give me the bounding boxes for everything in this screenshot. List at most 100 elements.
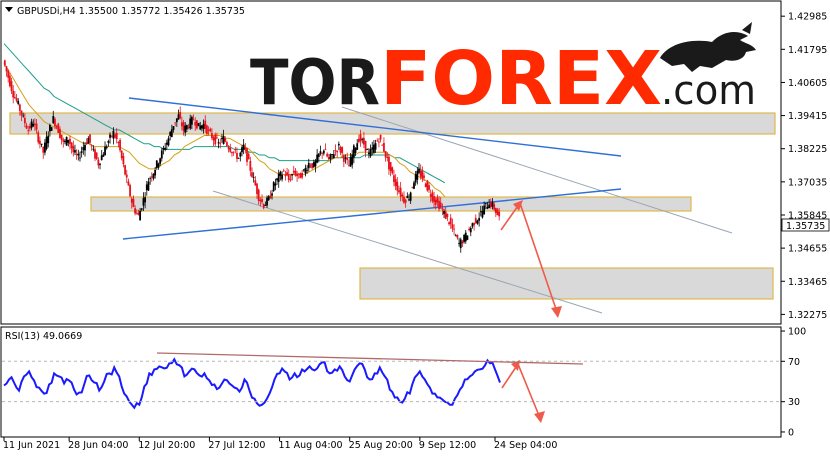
- candle: [94, 147, 96, 162]
- candle: [155, 160, 158, 170]
- candle: [195, 120, 198, 130]
- candle: [110, 135, 113, 138]
- candle: [322, 149, 325, 156]
- candle: [217, 138, 220, 149]
- candle: [33, 118, 36, 131]
- candle: [269, 190, 272, 199]
- pivot-zone: [90, 196, 692, 212]
- candle: [184, 122, 187, 137]
- candle: [314, 158, 317, 173]
- candle: [386, 151, 389, 162]
- candle: [479, 205, 482, 217]
- candle: [170, 124, 173, 138]
- candle: [436, 194, 439, 207]
- candle: [291, 173, 293, 181]
- candle: [262, 203, 265, 210]
- time-tick-label: 12 Jul 20:00: [138, 440, 195, 451]
- candle: [418, 163, 420, 175]
- candle: [69, 135, 71, 150]
- candle: [431, 189, 434, 204]
- candle: [399, 182, 402, 202]
- candle: [456, 234, 459, 240]
- candle: [274, 178, 277, 191]
- candle: [40, 143, 43, 148]
- candle: [159, 157, 162, 167]
- candle: [319, 145, 322, 156]
- candle: [383, 137, 385, 153]
- candle: [32, 119, 35, 128]
- current-price-label: 1.35735: [786, 221, 825, 232]
- candle: [468, 226, 471, 232]
- candle: [414, 171, 417, 186]
- candle: [404, 198, 407, 208]
- candle: [256, 182, 258, 200]
- candle: [384, 151, 387, 162]
- candle: [339, 145, 342, 156]
- candle: [409, 191, 412, 204]
- candle: [341, 146, 344, 158]
- candle: [50, 126, 53, 131]
- time-tick-label: 24 Sep 04:00: [494, 440, 557, 451]
- candle: [471, 222, 474, 229]
- candle: [271, 189, 273, 200]
- candle: [64, 139, 66, 145]
- candle: [496, 207, 499, 216]
- candle: [259, 197, 262, 207]
- candle: [140, 207, 143, 212]
- candle: [80, 146, 83, 158]
- candle: [214, 132, 217, 147]
- price-tick-label: 1.35845: [788, 210, 827, 221]
- candle: [421, 166, 424, 183]
- candle: [336, 150, 339, 158]
- candle: [324, 143, 327, 151]
- candles: [3, 59, 501, 253]
- candle: [454, 233, 457, 237]
- candle: [443, 208, 445, 219]
- candle: [474, 214, 477, 224]
- chart-title: GBPUSDi,H4 1.35500 1.35772 1.35426 1.357…: [17, 6, 245, 17]
- symbol-dropdown-icon[interactable]: [5, 7, 13, 12]
- support-zone: [359, 267, 774, 300]
- candle: [302, 168, 305, 172]
- candle: [109, 132, 111, 144]
- candle: [112, 127, 115, 145]
- candle: [327, 153, 330, 161]
- candle: [157, 162, 160, 170]
- candle: [249, 156, 252, 177]
- candle: [15, 93, 18, 103]
- candle: [18, 103, 21, 116]
- candle: [374, 139, 377, 153]
- candle: [82, 141, 85, 155]
- candle: [356, 139, 359, 150]
- candle: [200, 124, 203, 132]
- candle: [221, 133, 223, 143]
- candle: [361, 137, 364, 144]
- trendline-lower: [122, 188, 622, 240]
- trendline-upper: [128, 97, 622, 157]
- candle: [35, 118, 38, 134]
- candle: [134, 205, 136, 216]
- candle: [97, 157, 100, 169]
- candle: [226, 140, 228, 147]
- time-tick-label: 27 Jul 12:00: [208, 440, 265, 451]
- candle: [237, 157, 240, 159]
- candle: [469, 226, 472, 237]
- candle: [102, 152, 105, 157]
- candle: [406, 192, 409, 199]
- candle: [115, 128, 118, 144]
- candle: [389, 161, 392, 177]
- torforex-logo: TOR FOREX .com: [250, 22, 756, 122]
- candle: [444, 207, 447, 220]
- candle: [428, 182, 430, 193]
- price-tick-label: 1.32275: [788, 310, 827, 321]
- candle: [346, 152, 349, 165]
- axes: 1.42985 1.41795 1.40605 1.39415 1.38225 1.370…: [2, 12, 827, 451]
- candle: [449, 213, 452, 229]
- candle: [150, 172, 153, 182]
- candle: [267, 195, 270, 201]
- candle: [438, 196, 440, 212]
- price-tick-label: 1.40605: [788, 78, 827, 89]
- candle: [162, 145, 165, 155]
- candle: [434, 196, 437, 210]
